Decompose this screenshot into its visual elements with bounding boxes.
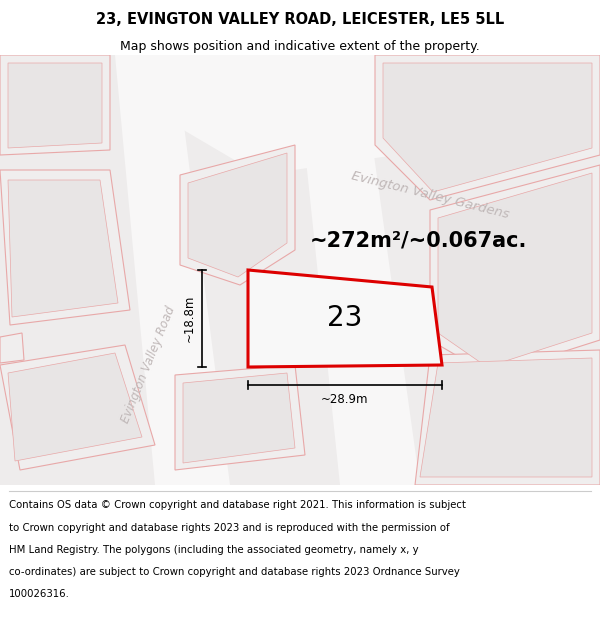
Text: Evington Valley Road: Evington Valley Road xyxy=(119,304,178,426)
Polygon shape xyxy=(175,365,305,470)
Polygon shape xyxy=(415,350,600,485)
Text: Evington Valley Gardens: Evington Valley Gardens xyxy=(350,169,510,221)
Text: ~28.9m: ~28.9m xyxy=(321,393,369,406)
Polygon shape xyxy=(115,55,230,485)
Polygon shape xyxy=(438,173,592,367)
Polygon shape xyxy=(0,170,130,325)
Text: 100026316.: 100026316. xyxy=(9,589,70,599)
Text: ~18.8m: ~18.8m xyxy=(183,295,196,343)
Polygon shape xyxy=(0,55,110,155)
Polygon shape xyxy=(8,63,102,148)
Text: co-ordinates) are subject to Crown copyright and database rights 2023 Ordnance S: co-ordinates) are subject to Crown copyr… xyxy=(9,567,460,577)
Polygon shape xyxy=(188,153,287,277)
Text: Map shows position and indicative extent of the property.: Map shows position and indicative extent… xyxy=(120,39,480,52)
Text: to Crown copyright and database rights 2023 and is reproduced with the permissio: to Crown copyright and database rights 2… xyxy=(9,522,449,532)
Polygon shape xyxy=(0,333,24,363)
Polygon shape xyxy=(383,63,592,192)
Polygon shape xyxy=(420,358,592,477)
Text: ~272m²/~0.067ac.: ~272m²/~0.067ac. xyxy=(310,230,527,250)
Text: HM Land Registry. The polygons (including the associated geometry, namely x, y: HM Land Registry. The polygons (includin… xyxy=(9,544,419,554)
Polygon shape xyxy=(180,145,295,285)
Polygon shape xyxy=(295,55,420,485)
Polygon shape xyxy=(115,55,600,175)
Text: 23: 23 xyxy=(328,304,362,332)
Text: Contains OS data © Crown copyright and database right 2021. This information is : Contains OS data © Crown copyright and d… xyxy=(9,501,466,511)
Polygon shape xyxy=(0,345,155,470)
Polygon shape xyxy=(183,373,295,463)
Polygon shape xyxy=(8,353,142,461)
Text: 23, EVINGTON VALLEY ROAD, LEICESTER, LE5 5LL: 23, EVINGTON VALLEY ROAD, LEICESTER, LE5… xyxy=(96,12,504,27)
Polygon shape xyxy=(8,180,118,317)
Polygon shape xyxy=(248,270,442,367)
Polygon shape xyxy=(375,55,600,200)
Polygon shape xyxy=(430,165,600,375)
